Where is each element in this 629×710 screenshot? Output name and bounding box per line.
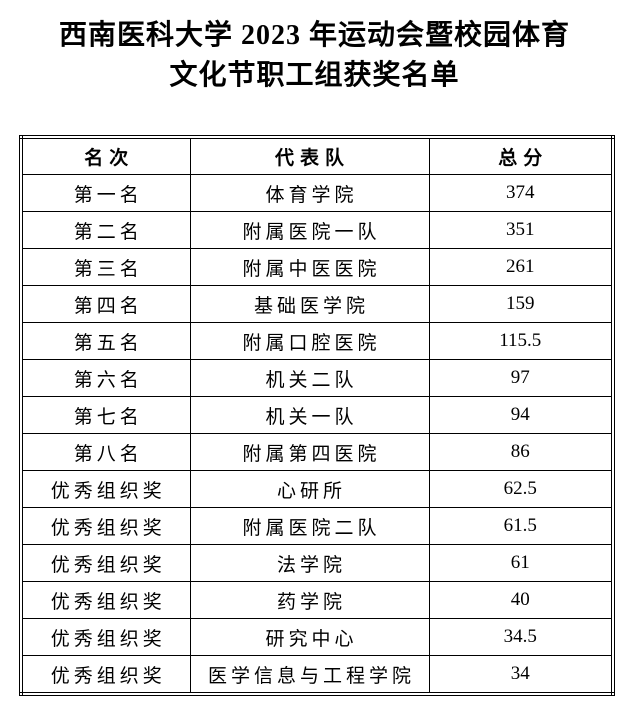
score-cell: 97 [428, 359, 614, 397]
team-cell: 附属中医医院 [189, 248, 430, 286]
rank-cell: 第三名 [20, 248, 191, 286]
table-body: 第一名 体育学院 374 第二名 附属医院一队 351 第三名 附属中医医院 261 第四名 基础医… [20, 174, 614, 695]
score-cell: 94 [428, 396, 614, 434]
score-cell: 159 [428, 285, 614, 323]
table-row: 优秀组织奖 法学院 61 [20, 544, 614, 582]
table-header-row: 名次 代表队 总分 [20, 136, 614, 175]
score-cell: 62.5 [428, 470, 614, 508]
table-row: 第二名 附属医院一队 351 [20, 211, 614, 249]
score-cell: 115.5 [428, 322, 614, 360]
team-cell: 附属医院二队 [189, 507, 430, 545]
score-cell: 34 [428, 655, 614, 695]
team-cell: 体育学院 [189, 174, 430, 212]
score-cell: 86 [428, 433, 614, 471]
table-row: 优秀组织奖 药学院 40 [20, 581, 614, 619]
team-cell: 附属口腔医院 [189, 322, 430, 360]
team-cell: 药学院 [189, 581, 430, 619]
rank-cell: 优秀组织奖 [20, 544, 191, 582]
score-cell: 40 [428, 581, 614, 619]
rank-cell: 优秀组织奖 [20, 655, 191, 695]
table-row: 优秀组织奖 心研所 62.5 [20, 470, 614, 508]
rank-cell: 第八名 [20, 433, 191, 471]
team-cell: 心研所 [189, 470, 430, 508]
rank-cell: 优秀组织奖 [20, 581, 191, 619]
rank-cell: 第六名 [20, 359, 191, 397]
team-cell: 机关二队 [189, 359, 430, 397]
score-cell: 61 [428, 544, 614, 582]
team-cell: 附属医院一队 [189, 211, 430, 249]
table-row: 优秀组织奖 医学信息与工程学院 34 [20, 655, 614, 695]
team-cell: 附属第四医院 [189, 433, 430, 471]
rank-cell: 优秀组织奖 [20, 470, 191, 508]
header-team: 代表队 [189, 136, 430, 175]
document-title-line1: 西南医科大学 2023 年运动会暨校园体育 [58, 20, 570, 51]
table-row: 第一名 体育学院 374 [20, 174, 614, 212]
rank-cell: 优秀组织奖 [20, 507, 191, 545]
team-cell: 研究中心 [189, 618, 430, 656]
document-title: 西南医科大学 2023 年运动会暨校园体育 文化节职工组获奖名单 [0, 16, 629, 96]
table-row: 第八名 附属第四医院 86 [20, 433, 614, 471]
team-cell: 法学院 [189, 544, 430, 582]
awards-table: 名次 代表队 总分 第一名 体育学院 374 第二名 附属医院一队 351 第三名 附属中医医… [19, 135, 615, 696]
table-row: 第三名 附属中医医院 261 [20, 248, 614, 286]
team-cell: 机关一队 [189, 396, 430, 434]
rank-cell: 第一名 [20, 174, 191, 212]
score-cell: 374 [428, 174, 614, 212]
header-rank: 名次 [20, 136, 191, 175]
rank-cell: 第五名 [20, 322, 191, 360]
score-cell: 261 [428, 248, 614, 286]
score-cell: 34.5 [428, 618, 614, 656]
document-title-line2: 文化节职工组获奖名单 [169, 60, 460, 91]
table-row: 第六名 机关二队 97 [20, 359, 614, 397]
table-row: 优秀组织奖 研究中心 34.5 [20, 618, 614, 656]
team-cell: 医学信息与工程学院 [189, 655, 430, 695]
table-row: 第五名 附属口腔医院 115.5 [20, 322, 614, 360]
table-row: 第七名 机关一队 94 [20, 396, 614, 434]
rank-cell: 第四名 [20, 285, 191, 323]
table-row: 优秀组织奖 附属医院二队 61.5 [20, 507, 614, 545]
score-cell: 61.5 [428, 507, 614, 545]
header-score: 总分 [428, 136, 614, 175]
team-cell: 基础医学院 [189, 285, 430, 323]
table-row: 第四名 基础医学院 159 [20, 285, 614, 323]
rank-cell: 优秀组织奖 [20, 618, 191, 656]
rank-cell: 第二名 [20, 211, 191, 249]
score-cell: 351 [428, 211, 614, 249]
rank-cell: 第七名 [20, 396, 191, 434]
